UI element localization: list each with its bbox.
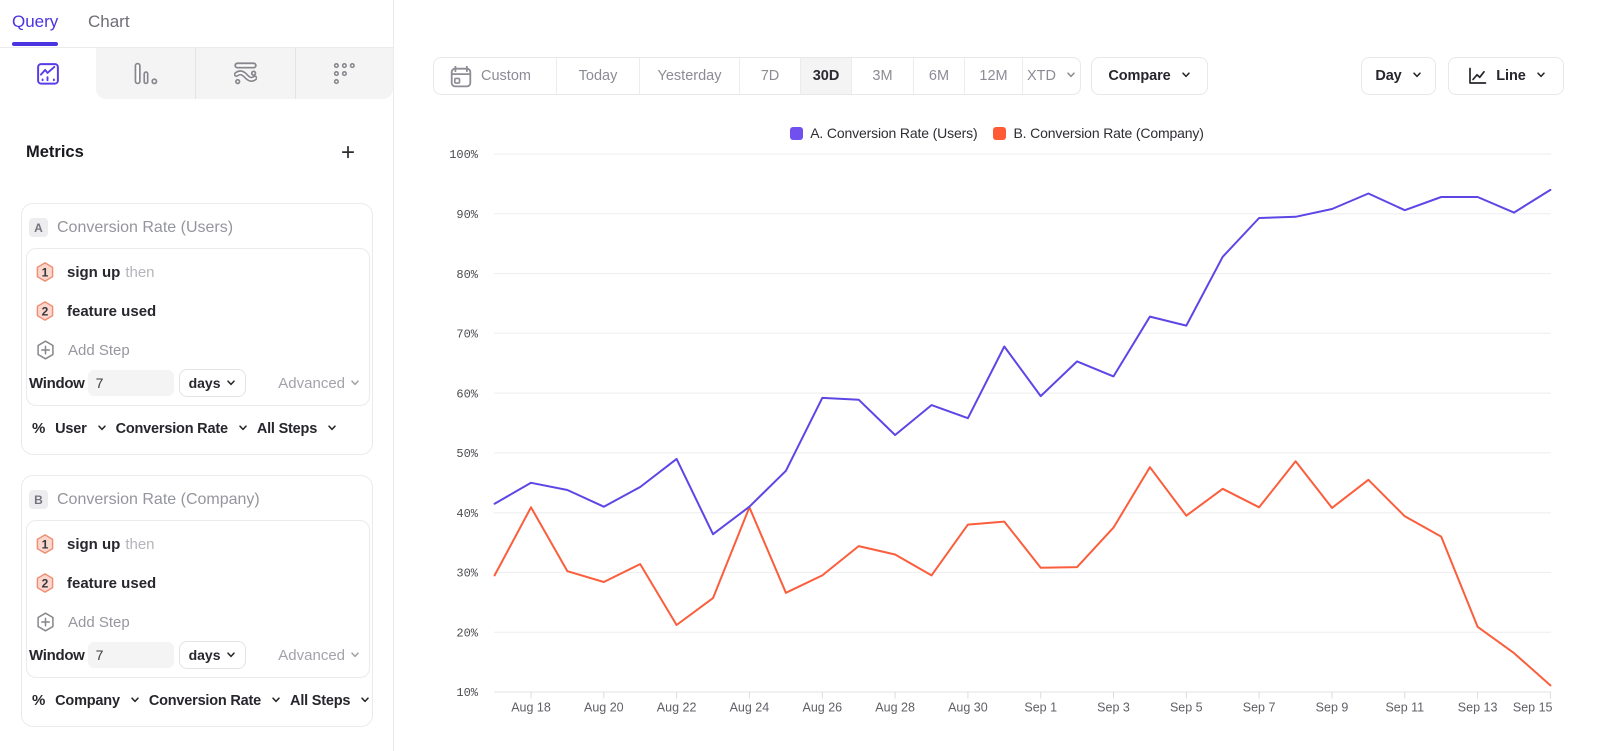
svg-text:10%: 10% <box>456 686 478 700</box>
svg-text:Aug 20: Aug 20 <box>584 701 624 715</box>
svg-text:30%: 30% <box>456 567 478 581</box>
svg-text:Sep 11: Sep 11 <box>1385 701 1424 715</box>
svg-text:70%: 70% <box>456 328 478 342</box>
svg-text:Sep 3: Sep 3 <box>1097 701 1130 715</box>
svg-text:50%: 50% <box>456 447 478 461</box>
svg-text:Sep 15: Sep 15 <box>1513 701 1553 715</box>
svg-text:80%: 80% <box>456 268 478 282</box>
svg-text:Aug 28: Aug 28 <box>875 701 915 715</box>
svg-text:60%: 60% <box>456 387 478 401</box>
svg-text:100%: 100% <box>449 148 479 162</box>
svg-text:Aug 22: Aug 22 <box>657 701 697 715</box>
svg-text:Sep 5: Sep 5 <box>1170 701 1203 715</box>
svg-text:Aug 18: Aug 18 <box>511 701 551 715</box>
svg-text:20%: 20% <box>456 626 478 640</box>
svg-text:90%: 90% <box>456 208 478 222</box>
svg-text:Aug 26: Aug 26 <box>802 701 842 715</box>
svg-text:Aug 24: Aug 24 <box>730 701 770 715</box>
svg-text:Sep 13: Sep 13 <box>1458 701 1498 715</box>
svg-text:Aug 30: Aug 30 <box>948 701 988 715</box>
svg-text:Sep 1: Sep 1 <box>1024 701 1057 715</box>
svg-text:Sep 7: Sep 7 <box>1243 701 1276 715</box>
svg-text:1: 1 <box>42 265 49 279</box>
svg-text:40%: 40% <box>456 507 478 521</box>
svg-text:2: 2 <box>42 576 49 590</box>
svg-text:Sep 9: Sep 9 <box>1316 701 1349 715</box>
svg-text:2: 2 <box>42 304 49 318</box>
svg-text:1: 1 <box>42 537 49 551</box>
